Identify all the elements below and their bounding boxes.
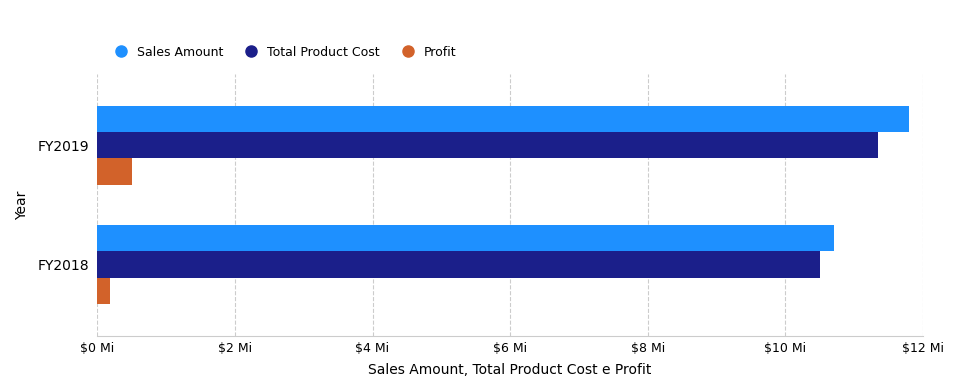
Bar — [97, 251, 820, 278]
Bar — [97, 106, 909, 132]
X-axis label: Sales Amount, Total Product Cost e Profit: Sales Amount, Total Product Cost e Profi… — [368, 363, 652, 377]
Bar — [97, 132, 878, 158]
Bar — [97, 278, 109, 304]
Y-axis label: Year: Year — [15, 190, 29, 220]
Bar — [97, 158, 131, 185]
Legend: Sales Amount, Total Product Cost, Profit: Sales Amount, Total Product Cost, Profit — [104, 40, 461, 64]
Bar — [97, 225, 833, 251]
